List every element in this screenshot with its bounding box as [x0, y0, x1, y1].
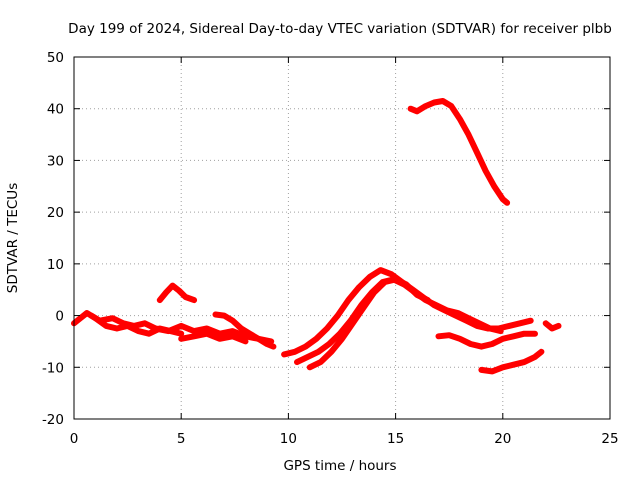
- plot-frame: [73, 56, 611, 420]
- grid: [74, 57, 610, 419]
- x-tick-label: 15: [387, 431, 404, 447]
- series-arc-2: [88, 312, 275, 345]
- series-arc-11: [478, 348, 545, 375]
- y-tick-label: 10: [47, 257, 64, 273]
- y-tick-label: -10: [42, 360, 64, 376]
- y-tick-label: 20: [47, 205, 64, 221]
- x-tick-label: 0: [70, 431, 79, 447]
- x-axis-label: GPS time / hours: [283, 458, 396, 474]
- x-tick-label: 25: [601, 431, 618, 447]
- y-tick-label: 0: [55, 309, 64, 325]
- chart-title: Day 199 of 2024, Sidereal Day-to-day VTE…: [68, 21, 612, 37]
- y-tick-label: -20: [42, 412, 64, 428]
- y-axis-label: SDTVAR / TECUs: [5, 183, 21, 293]
- series-arc-7: [294, 276, 504, 366]
- series-arc-9: [407, 98, 511, 206]
- x-tick-label: 10: [280, 431, 297, 447]
- axis-ticks: 0 5 10 15 20 25 -20 -10 0 10 20 30 40 50: [42, 50, 619, 447]
- series-arc-10: [435, 330, 538, 350]
- series-arc-8: [306, 276, 431, 371]
- x-tick-label: 5: [177, 431, 186, 447]
- series-arc-12: [542, 320, 562, 332]
- y-tick-label: 40: [47, 102, 64, 118]
- series-group: [71, 98, 562, 375]
- y-tick-label: 30: [47, 153, 64, 169]
- y-tick-label: 50: [47, 50, 64, 66]
- series-arc-3: [156, 282, 198, 304]
- series-arc-5: [178, 330, 249, 345]
- x-tick-label: 20: [494, 431, 511, 447]
- series-arc-4: [212, 311, 277, 350]
